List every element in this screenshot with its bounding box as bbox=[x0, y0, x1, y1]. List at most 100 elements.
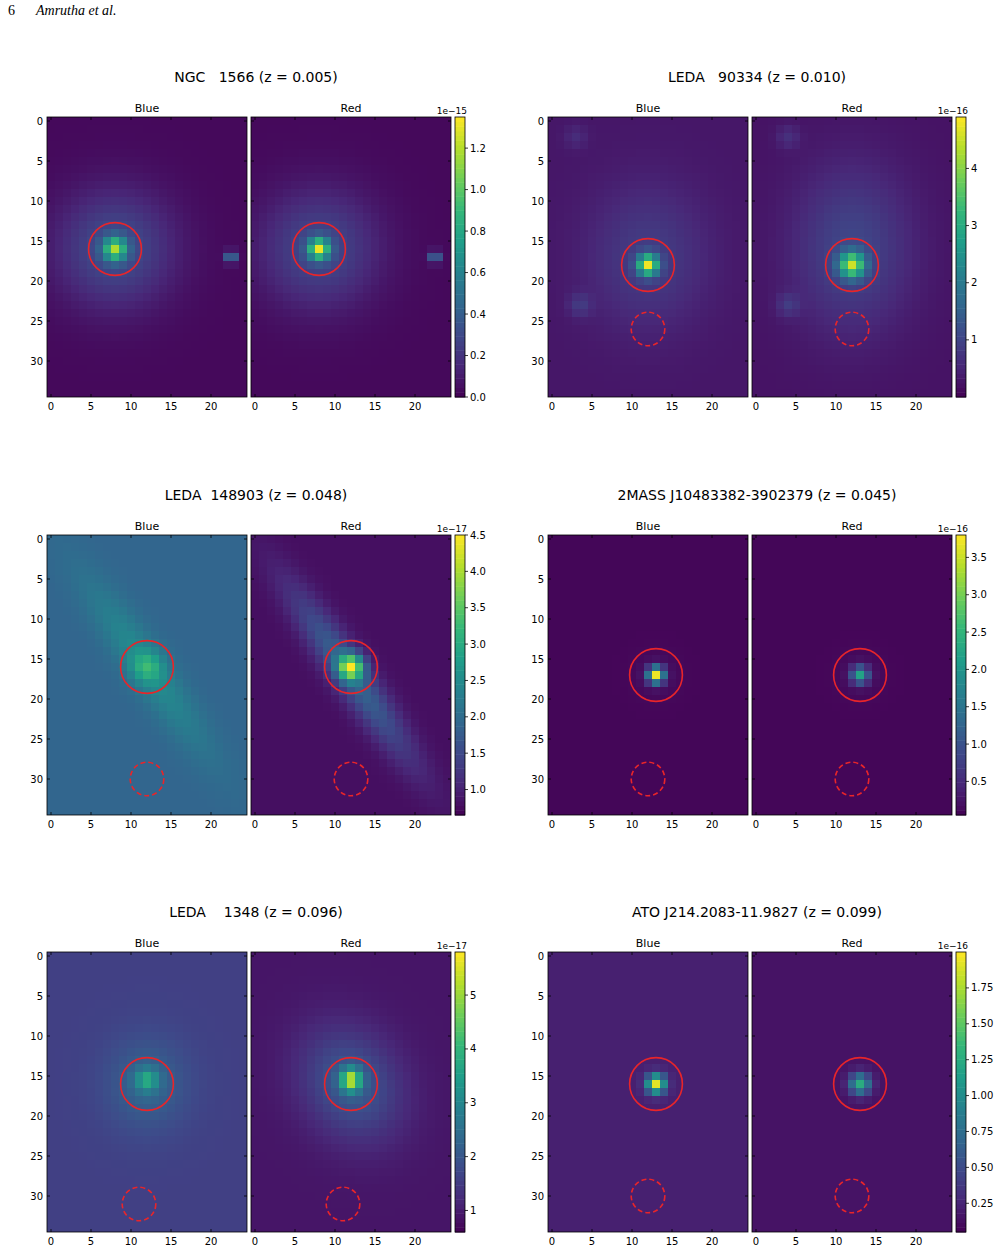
pixel bbox=[71, 253, 79, 261]
pixel bbox=[55, 149, 63, 157]
pixel bbox=[119, 165, 127, 173]
pixel bbox=[427, 125, 435, 133]
pixel bbox=[95, 293, 103, 301]
pixel bbox=[299, 141, 307, 149]
y-tick bbox=[47, 361, 50, 362]
pixel bbox=[395, 269, 403, 277]
pixel bbox=[183, 301, 191, 309]
pixel bbox=[435, 229, 443, 237]
pixel bbox=[363, 149, 371, 157]
pixel bbox=[183, 309, 191, 317]
pixel bbox=[435, 373, 443, 381]
pixel bbox=[427, 245, 435, 253]
pixel bbox=[95, 157, 103, 165]
pixel bbox=[239, 229, 247, 237]
pixel bbox=[103, 325, 111, 333]
pixel bbox=[283, 117, 291, 125]
pixel bbox=[159, 229, 167, 237]
pixel bbox=[215, 197, 223, 205]
pixel bbox=[427, 237, 435, 245]
pixel bbox=[387, 205, 395, 213]
pixel bbox=[692, 133, 700, 141]
pixel bbox=[355, 261, 363, 269]
pixel bbox=[175, 309, 183, 317]
pixel bbox=[103, 349, 111, 357]
colorbar-tick bbox=[465, 148, 468, 149]
colorbar-segment bbox=[455, 150, 465, 155]
pixel bbox=[427, 349, 435, 357]
pixel bbox=[556, 117, 564, 125]
pixel bbox=[323, 325, 331, 333]
pixel bbox=[427, 117, 435, 125]
pixel bbox=[371, 205, 379, 213]
pixel bbox=[95, 365, 103, 373]
pixel bbox=[239, 181, 247, 189]
pixel bbox=[191, 197, 199, 205]
pixel bbox=[231, 125, 239, 133]
pixel bbox=[435, 357, 443, 365]
pixel bbox=[443, 149, 451, 157]
pixel bbox=[223, 389, 231, 397]
pixel bbox=[143, 365, 151, 373]
pixel bbox=[419, 261, 427, 269]
pixel bbox=[403, 205, 411, 213]
y-tick-label: 15 bbox=[30, 236, 43, 247]
pixel bbox=[63, 173, 71, 181]
pixel bbox=[239, 221, 247, 229]
pixel bbox=[435, 333, 443, 341]
pixel bbox=[403, 285, 411, 293]
pixel bbox=[87, 189, 95, 197]
pixel bbox=[596, 117, 604, 125]
pixel bbox=[251, 229, 259, 237]
pixel bbox=[331, 181, 339, 189]
pixel bbox=[403, 373, 411, 381]
colorbar-tick-label: 1.2 bbox=[470, 143, 486, 154]
pixel bbox=[275, 317, 283, 325]
pixel bbox=[323, 357, 331, 365]
pixel bbox=[339, 293, 347, 301]
pixel bbox=[435, 381, 443, 389]
pixel bbox=[119, 365, 127, 373]
y-tick bbox=[47, 281, 50, 282]
pixel bbox=[283, 333, 291, 341]
pixel bbox=[111, 309, 119, 317]
pixel bbox=[95, 125, 103, 133]
pixel bbox=[411, 333, 419, 341]
pixel bbox=[199, 349, 207, 357]
pixel bbox=[223, 317, 231, 325]
pixel bbox=[363, 229, 371, 237]
pixel bbox=[183, 293, 191, 301]
colorbar-segment bbox=[455, 360, 465, 365]
pixel bbox=[419, 221, 427, 229]
y-tick bbox=[251, 361, 254, 362]
pixel bbox=[267, 133, 275, 141]
y-tick bbox=[244, 161, 247, 162]
pixel bbox=[239, 197, 247, 205]
pixel bbox=[223, 341, 231, 349]
colorbar-segment bbox=[455, 383, 465, 388]
pixel bbox=[167, 269, 175, 277]
pixel bbox=[411, 269, 419, 277]
pixel bbox=[215, 229, 223, 237]
pixel bbox=[151, 213, 159, 221]
colorbar-tick-label: 0.6 bbox=[470, 267, 486, 278]
pixel bbox=[572, 117, 580, 125]
pixel bbox=[740, 117, 748, 125]
pixel bbox=[403, 117, 411, 125]
pixel bbox=[355, 125, 363, 133]
pixel bbox=[339, 381, 347, 389]
colorbar-segment bbox=[455, 126, 465, 131]
pixel bbox=[379, 333, 387, 341]
pixel bbox=[167, 229, 175, 237]
pixel bbox=[127, 149, 135, 157]
pixel bbox=[419, 277, 427, 285]
pixel bbox=[548, 133, 556, 141]
pixel bbox=[143, 285, 151, 293]
pixel bbox=[79, 309, 87, 317]
colorbar-segment bbox=[455, 201, 465, 206]
pixel bbox=[347, 285, 355, 293]
pixel bbox=[167, 149, 175, 157]
pixel bbox=[580, 117, 588, 125]
pixel bbox=[379, 317, 387, 325]
pixel bbox=[231, 349, 239, 357]
